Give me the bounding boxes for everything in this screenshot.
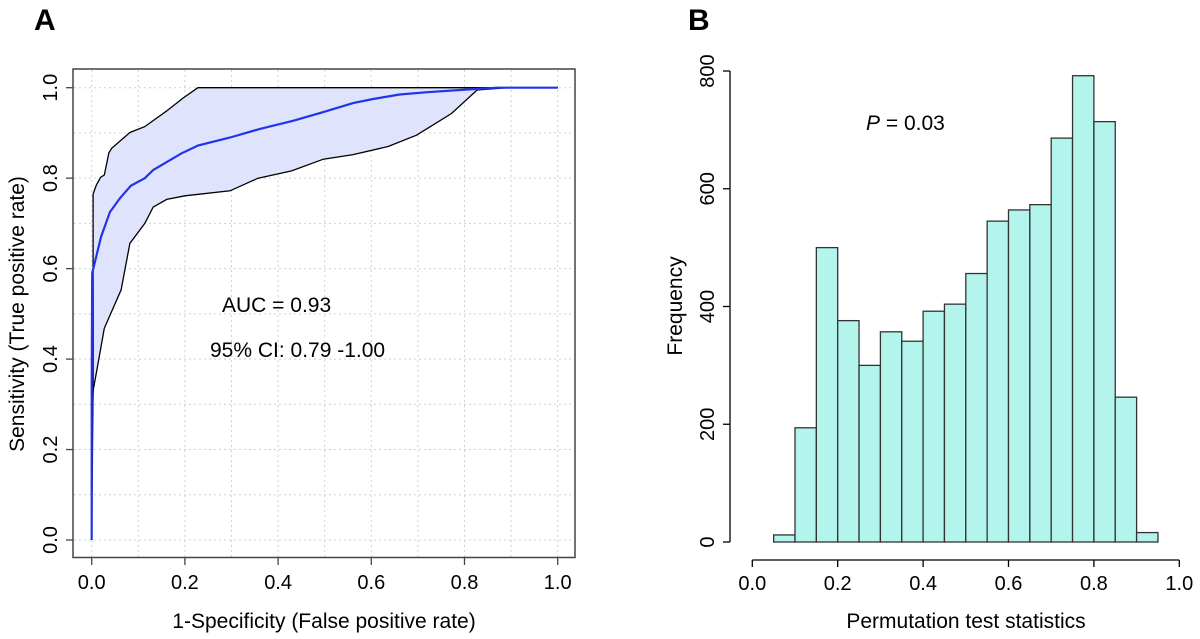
panel-a-roc: A 0.0 0.2 0.4 0.6 0.8 1.0 0.00.20.40.60.81.0 …	[6, 4, 576, 633]
x-tick-label: 0.2	[171, 572, 199, 594]
y-tick-label: 0.2	[40, 436, 62, 464]
p-symbol: P	[866, 112, 880, 135]
x-tick-label: 0.8	[451, 572, 479, 594]
y-tick-label: 800	[697, 54, 719, 87]
histogram-bar	[1071, 75, 1095, 543]
x-tick-label: 0.6	[357, 572, 385, 594]
panel-b-letter: B	[688, 4, 710, 37]
histogram-bar	[815, 246, 839, 543]
histogram-bar	[879, 331, 903, 543]
x-tick-label: 0.0	[738, 573, 766, 595]
roc-curve	[90, 86, 558, 540]
histogram-bar	[965, 272, 988, 543]
x-tick-label: 0.4	[909, 573, 937, 595]
histogram-bar	[1093, 120, 1116, 543]
histogram-bar	[986, 220, 1010, 543]
x-tick-label: 0.4	[264, 572, 292, 594]
y-tick-label: 400	[697, 290, 719, 323]
histogram-bar	[1135, 531, 1159, 543]
panel-a-x-axis: 0.0 0.2 0.4 0.6 0.8 1.0	[78, 557, 572, 594]
panel-b-x-title: Permutation test statistics	[846, 610, 1085, 633]
panel-b-histogram: B 0.0 0.2 0.4 0.6 0.8 1.0 0 200 400 600 800 P = 0…	[664, 4, 1193, 633]
histogram-bar	[1029, 203, 1052, 543]
y-tick-label: 0.8	[40, 164, 62, 192]
y-tick-label: 0.6	[40, 255, 62, 283]
y-tick-label: 0.4	[40, 345, 62, 373]
panel-a-y-title: Sensitivity (True positive rate)	[6, 176, 29, 452]
x-tick-label: 0.6	[995, 573, 1023, 595]
x-tick-label: 1.0	[544, 572, 572, 594]
y-tick-label: 200	[697, 408, 719, 441]
panel-b-x-axis: 0.0 0.2 0.4 0.6 0.8 1.0	[738, 559, 1193, 595]
histogram-bar	[922, 310, 946, 543]
ci-annotation: 95% CI: 0.79 -1.00	[210, 339, 385, 362]
histogram-bar	[837, 319, 860, 543]
panel-a-x-title: 1-Specificity (False positive rate)	[172, 610, 475, 633]
panel-a-plot-box	[72, 68, 576, 559]
y-tick-label: 1.0	[40, 74, 62, 102]
ci-upper-line	[91, 87, 558, 541]
histogram-bar	[773, 534, 796, 543]
y-tick-label: 0	[697, 536, 719, 547]
histogram-bar	[1007, 209, 1031, 543]
y-tick-label: 0.0	[40, 526, 62, 554]
x-tick-label: 1.0	[1165, 573, 1193, 595]
auc-annotation: AUC = 0.93	[222, 294, 331, 317]
panel-a-y-axis: 0.0 0.2 0.4 0.6 0.8 1.0	[40, 74, 73, 554]
panel-b-y-axis: 0 200 400 600 800	[697, 54, 731, 548]
x-tick-label: 0.2	[824, 573, 852, 595]
x-tick-label: 0.0	[78, 572, 106, 594]
ci-lower-line	[91, 87, 558, 540]
panel-a-letter: A	[34, 4, 56, 37]
x-tick-label: 0.8	[1080, 573, 1108, 595]
histogram-bar	[1114, 396, 1138, 543]
histogram-bar	[1050, 137, 1074, 543]
histogram-bars	[773, 75, 1159, 543]
p-value-annotation: P = 0.03	[866, 112, 945, 135]
histogram-bar	[943, 303, 967, 543]
y-tick-label: 600	[697, 172, 719, 205]
panel-b-y-title: Frequency	[664, 256, 687, 356]
histogram-bar	[901, 340, 924, 543]
histogram-bar	[858, 364, 882, 543]
p-value: = 0.03	[880, 112, 945, 135]
histogram-bar	[794, 427, 818, 543]
ci-band	[91, 87, 558, 540]
